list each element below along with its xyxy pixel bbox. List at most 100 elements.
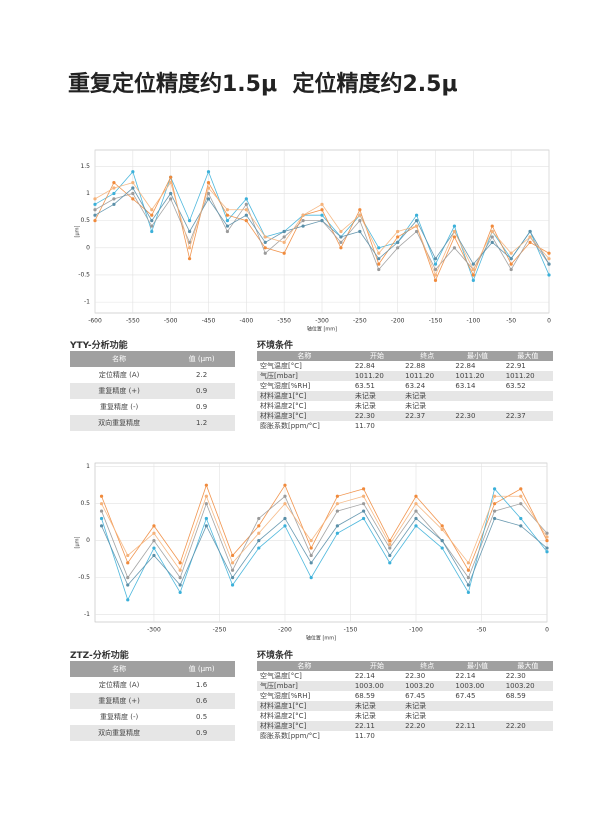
data-point: [547, 262, 551, 266]
data-point: [361, 516, 366, 521]
table-cell: 22.30: [452, 411, 503, 421]
data-point: [152, 553, 156, 558]
header-cell: 终点: [402, 351, 453, 361]
table-cell: 68.59: [505, 692, 526, 700]
data-point: [257, 516, 261, 521]
table-cell: 0.5: [196, 713, 208, 721]
table-cell: 膨胀系数[ppm/°C]: [260, 422, 320, 430]
table-cell: [452, 391, 503, 401]
data-point: [126, 553, 130, 558]
table-cell: [503, 401, 553, 411]
table-cell: 1011.20: [502, 371, 553, 381]
data-point: [309, 576, 313, 580]
data-point: [388, 539, 392, 543]
data-point: [204, 494, 208, 498]
table-row: 材料温度3[°C] 22.30 22.37 22.30 22.37: [257, 411, 553, 421]
data-point: [282, 235, 286, 239]
data-point: [152, 531, 156, 535]
data-point: [301, 219, 305, 223]
data-point: [257, 539, 261, 543]
data-point: [519, 487, 523, 491]
table-cell: 22.14: [354, 672, 375, 680]
y-tick-label: -0.5: [78, 271, 90, 278]
data-point: [377, 257, 381, 261]
data-point: [244, 197, 248, 201]
table-row: 材料温度1[°C] 未记录 未记录: [257, 701, 553, 711]
table-row: 空气湿度[%RH] 68.59 67.45 67.45 68.59: [257, 691, 553, 701]
data-point: [283, 483, 287, 487]
chart: 1 0.5 0 -0.5 -1 -300 -250 -200 -150 -100 -50 0 轴位置 […: [75, 462, 549, 642]
data-point: [361, 494, 366, 498]
table-cell: [502, 391, 553, 401]
data-point: [206, 197, 211, 201]
data-point: [152, 539, 156, 543]
table-cell: [452, 731, 502, 741]
data-point: [335, 509, 339, 513]
header-cell: 名称: [70, 351, 169, 367]
data-point: [178, 576, 182, 580]
series-line: [101, 495, 548, 579]
table-cell: 未记录: [402, 701, 453, 711]
data-point: [230, 561, 235, 565]
data-point: [361, 502, 366, 506]
data-point: [519, 502, 523, 506]
data-point: [244, 202, 248, 206]
data-point: [112, 202, 116, 206]
data-point: [320, 208, 324, 212]
table-cell: 11.70: [354, 422, 375, 430]
x-axis-label: 轴位置 [mm]: [307, 326, 337, 333]
data-point: [509, 262, 513, 266]
x-tick-label: -500: [164, 318, 178, 325]
data-point: [361, 487, 366, 491]
x-tick-label: 0: [547, 318, 551, 325]
table: 名称值 (μm) 定位精度 (A) 1.6 重复精度 (+) 0.6 重复精度 (-) 0.…: [70, 661, 235, 741]
data-point: [309, 539, 313, 543]
table-cell: 1003.00: [351, 681, 403, 691]
data-point: [187, 240, 192, 244]
data-point: [545, 535, 549, 539]
data-point: [492, 509, 497, 513]
data-point: [282, 229, 286, 234]
data-point: [433, 278, 438, 282]
data-point: [452, 229, 457, 234]
data-point: [257, 531, 261, 535]
table-cell: 0.9: [168, 725, 235, 741]
x-tick-label: -450: [202, 318, 216, 325]
data-point: [309, 553, 313, 558]
chart: 1.510.50-0.5-1-600 -550 -500 -450 -400 -350 -3…: [75, 149, 551, 333]
table-cell: 1011.20: [452, 371, 503, 381]
data-point: [471, 273, 475, 277]
data-point: [99, 494, 104, 498]
data-point: [509, 257, 513, 261]
y-tick-label: 0.5: [80, 500, 90, 507]
header-row: 名称值 (μm): [70, 351, 235, 367]
table-cell: 22.20: [402, 721, 453, 731]
data-point: [509, 251, 513, 255]
table: 名称值 (μm) 定位精度 (A) 2.2 重复精度 (+) 0.9 重复精度 (-) 0.…: [70, 351, 235, 431]
data-point: [388, 542, 392, 546]
table-row: 膨胀系数[ppm/°C] 11.70: [257, 731, 553, 741]
data-point: [230, 576, 235, 580]
data-point: [230, 568, 235, 572]
data-point: [112, 197, 116, 201]
data-point: [490, 224, 494, 228]
data-point: [377, 267, 381, 272]
section-title: ZTZ-分析功能: [70, 651, 129, 661]
x-tick-label: -50: [477, 627, 487, 634]
table-row: 气压[mbar] 1011.20 1011.20 1011.20 1011.20: [257, 371, 553, 381]
table-cell: 未记录: [351, 701, 403, 711]
data-point: [112, 186, 116, 190]
data-point: [206, 186, 211, 190]
data-point: [93, 208, 97, 212]
table-cell: 未记录: [405, 712, 427, 720]
table-cell: 22.88: [405, 362, 426, 370]
table-cell: 22.30: [351, 411, 403, 421]
table-cell: [452, 711, 502, 721]
header-row: 名称 开始 终点 最小值 最大值: [257, 661, 553, 671]
y-axis-label: [μm]: [75, 536, 81, 548]
table-cell: 2.2: [196, 371, 208, 379]
data-point: [547, 257, 551, 261]
table-cell: 材料温度3[°C]: [257, 721, 352, 731]
table-cell: [503, 711, 553, 721]
